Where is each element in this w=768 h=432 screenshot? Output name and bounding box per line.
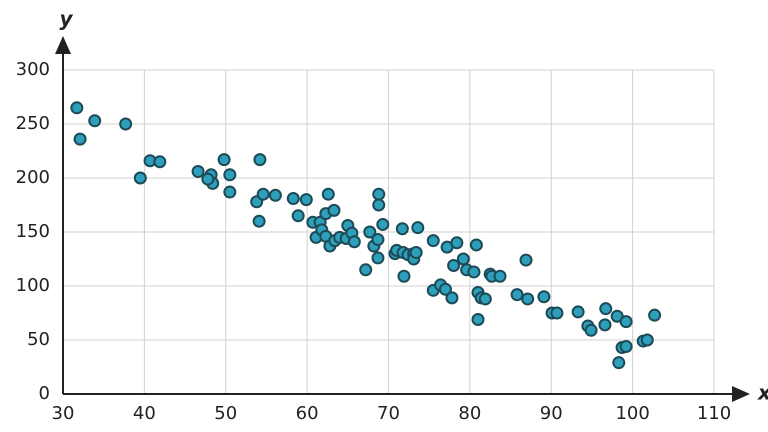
- point: [584, 323, 598, 337]
- y-tick-label: 300: [16, 59, 50, 80]
- y-axis-label: y: [59, 7, 73, 31]
- point: [648, 308, 662, 322]
- point: [133, 171, 147, 185]
- point: [619, 315, 633, 329]
- x-tick-label: 80: [458, 403, 481, 424]
- point: [201, 172, 215, 186]
- x-tick-label: 60: [296, 403, 319, 424]
- x-tick-label: 110: [697, 403, 731, 424]
- point: [371, 251, 385, 265]
- point: [363, 225, 377, 239]
- point: [223, 185, 237, 199]
- point: [550, 306, 564, 320]
- point: [478, 292, 492, 306]
- point: [469, 238, 483, 252]
- point: [447, 258, 461, 272]
- point: [70, 101, 84, 115]
- point: [256, 187, 270, 201]
- point: [191, 165, 205, 179]
- point: [521, 292, 535, 306]
- point: [397, 269, 411, 283]
- point: [217, 153, 231, 167]
- point: [599, 302, 613, 316]
- point: [445, 291, 459, 305]
- point: [372, 187, 386, 201]
- point: [426, 234, 440, 248]
- y-tick-label: 50: [27, 329, 50, 350]
- x-tick-label: 70: [377, 403, 400, 424]
- y-tick-label: 0: [39, 383, 50, 404]
- point: [519, 253, 533, 267]
- y-tick-label: 250: [16, 113, 50, 134]
- x-tick-label: 30: [52, 403, 75, 424]
- point: [119, 117, 133, 131]
- point: [153, 155, 167, 169]
- x-tick-label: 90: [540, 403, 563, 424]
- x-axis-label: x: [757, 381, 768, 405]
- point: [347, 235, 361, 249]
- point: [372, 198, 386, 212]
- y-tick-label: 200: [16, 167, 50, 188]
- point: [467, 265, 481, 279]
- point: [223, 168, 237, 182]
- point: [411, 221, 425, 235]
- point: [252, 214, 266, 228]
- point: [359, 263, 373, 277]
- point: [537, 290, 551, 304]
- point: [438, 282, 452, 296]
- point: [619, 339, 633, 353]
- point: [598, 318, 612, 332]
- point: [409, 246, 423, 260]
- point: [640, 333, 654, 347]
- point: [327, 203, 341, 217]
- point: [456, 252, 470, 266]
- point: [321, 187, 335, 201]
- point: [88, 114, 102, 128]
- point: [493, 269, 507, 283]
- point: [395, 222, 409, 236]
- point: [253, 153, 267, 167]
- point: [376, 217, 390, 231]
- point: [612, 356, 626, 370]
- point: [471, 312, 485, 326]
- x-tick-label: 40: [133, 403, 156, 424]
- x-tick-label: 100: [615, 403, 649, 424]
- point: [73, 132, 87, 146]
- point: [450, 236, 464, 250]
- x-tick-label: 50: [214, 403, 237, 424]
- point: [510, 288, 524, 302]
- y-tick-label: 150: [16, 221, 50, 242]
- point: [571, 305, 585, 319]
- point: [268, 188, 282, 202]
- point: [299, 193, 313, 207]
- point: [371, 233, 385, 247]
- point: [291, 209, 305, 223]
- y-tick-label: 100: [16, 275, 50, 296]
- point: [286, 192, 300, 206]
